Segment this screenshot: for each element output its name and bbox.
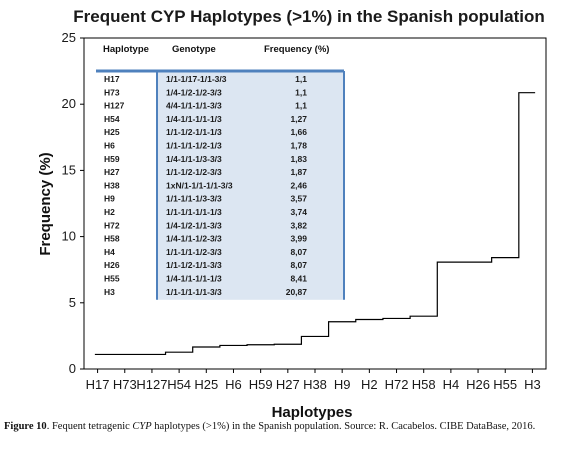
table-cell-haplotype: H2	[104, 207, 115, 217]
table-cell-genotype: 1/4-1/1-1/2-3/3	[166, 234, 222, 244]
x-tick-label: H3	[524, 377, 541, 392]
table-cell-haplotype: H58	[104, 234, 120, 244]
x-tick-label: H6	[225, 377, 242, 392]
table-cell-frequency: 3,57	[290, 194, 307, 204]
y-axis-title: Frequency (%)	[37, 152, 54, 255]
caption-text-after: haplotypes (>1%) in the Spanish populati…	[151, 421, 536, 432]
inset-table: Haplotype Genotype Frequency (%) H17 1/1-1/1…	[96, 44, 345, 300]
y-tick-label: 25	[62, 30, 76, 45]
table-cell-haplotype: H59	[104, 154, 120, 164]
figure-caption: Figure 10. Fequent tetragenic CYP haplot…	[4, 421, 562, 433]
table-cell-frequency: 3,99	[290, 234, 307, 244]
table-cell-haplotype: H25	[104, 127, 120, 137]
table-cell-haplotype: H17	[104, 74, 120, 84]
table-cell-frequency: 1,83	[290, 154, 307, 164]
table-cell-haplotype: H54	[104, 114, 120, 124]
table-header-cell: Genotype	[172, 44, 216, 55]
table-cell-frequency: 1,87	[290, 167, 307, 177]
table-cell-frequency: 1,66	[290, 127, 307, 137]
y-tick-label: 20	[62, 96, 76, 111]
x-axis: H17 H73 H127 H54 H25 H6 H59 H27 H38 H9 H2 H72 H58 H4 H…	[86, 369, 541, 392]
table-cell-haplotype: H73	[104, 87, 120, 97]
table-cell-genotype: 1/1-1/1-1/1-1/3	[166, 207, 222, 217]
x-tick-label: H9	[334, 377, 351, 392]
table-cell-frequency: 1,27	[290, 114, 307, 124]
table-cell-genotype: 1/4-1/1-1/1-1/3	[166, 274, 222, 284]
table-cell-haplotype: H4	[104, 247, 115, 257]
x-tick-label: H38	[303, 377, 327, 392]
table-cell-genotype: 1/1-1/2-1/1-3/3	[166, 260, 222, 270]
x-tick-label: H26	[466, 377, 490, 392]
table-cell-frequency: 20,87	[286, 287, 308, 297]
table-cell-genotype: 1/1-1/2-1/1-1/3	[166, 127, 222, 137]
table-cell-haplotype: H9	[104, 194, 115, 204]
table-cell-haplotype: H6	[104, 141, 115, 151]
series-line	[94, 92, 536, 356]
x-tick-label: H2	[361, 377, 378, 392]
table-cell-genotype: 4/4-1/1-1/1-3/3	[166, 101, 222, 111]
table-header-cell: Haplotype	[103, 44, 149, 55]
table-cell-genotype: 1/1-1/1-1/3-3/3	[166, 194, 222, 204]
table-cell-frequency: 8,07	[290, 247, 307, 257]
table-cell-genotype: 1/1-1/1-1/1-3/3	[166, 287, 222, 297]
table-cell-frequency: 1,1	[295, 74, 307, 84]
chart-title: Frequent CYP Haplotypes (>1%) in the Spa…	[73, 7, 544, 26]
table-cell-genotype: 1/1-1/2-1/2-3/3	[166, 167, 222, 177]
table-cell-haplotype: H26	[104, 260, 120, 270]
table-cell-genotype: 1xN/1-1/1-1/1-3/3	[166, 180, 233, 190]
table-header-cell: Frequency (%)	[264, 44, 329, 55]
table-cell-haplotype: H38	[104, 180, 120, 190]
x-tick-label: H54	[167, 377, 191, 392]
caption-text-before: . Fequent tetragenic	[46, 421, 133, 432]
y-tick-label: 10	[62, 229, 76, 244]
x-tick-label: H127	[136, 377, 167, 392]
table-cell-haplotype: H3	[104, 287, 115, 297]
x-axis-title: Haplotypes	[272, 404, 353, 421]
x-tick-label: H25	[194, 377, 218, 392]
table-cell-haplotype: H55	[104, 274, 120, 284]
x-tick-label: H27	[276, 377, 300, 392]
table-cell-haplotype: H127	[104, 101, 125, 111]
table-cell-genotype: 1/1-1/1-1/2-1/3	[166, 141, 222, 151]
x-tick-label: H72	[385, 377, 409, 392]
y-tick-label: 5	[69, 295, 76, 310]
y-axis: 0 5 10 15 20 25	[62, 30, 84, 376]
table-cell-frequency: 1,78	[290, 141, 307, 151]
table-cell-haplotype: H72	[104, 220, 120, 230]
x-tick-label: H17	[86, 377, 110, 392]
table-cell-frequency: 8,07	[290, 260, 307, 270]
table-cell-genotype: 1/4-1/1-1/1-1/3	[166, 114, 222, 124]
table-cell-frequency: 1,1	[295, 87, 307, 97]
table-cell-frequency: 2,46	[290, 180, 307, 190]
table-cell-genotype: 1/4-1/2-1/1-3/3	[166, 220, 222, 230]
y-tick-label: 0	[69, 361, 76, 376]
table-cell-frequency: 3,74	[290, 207, 307, 217]
table-shading	[157, 71, 344, 300]
caption-label: Figure 10	[4, 421, 47, 432]
table-cell-genotype: 1/1-1/1-1/2-3/3	[166, 247, 222, 257]
x-tick-label: H73	[113, 377, 137, 392]
x-tick-label: H55	[493, 377, 517, 392]
table-cell-frequency: 3,82	[290, 220, 307, 230]
table-cell-frequency: 1,1	[295, 101, 307, 111]
x-tick-label: H59	[249, 377, 273, 392]
table-cell-genotype: 1/1-1/17-1/1-3/3	[166, 74, 227, 84]
table-cell-frequency: 8,41	[290, 274, 307, 284]
table-cell-haplotype: H27	[104, 167, 120, 177]
x-tick-label: H4	[443, 377, 460, 392]
y-tick-label: 15	[62, 162, 76, 177]
table-cell-genotype: 1/4-1/1-1/3-3/3	[166, 154, 222, 164]
caption-italic: CYP	[132, 421, 152, 432]
table-cell-genotype: 1/4-1/2-1/2-3/3	[166, 87, 222, 97]
x-tick-label: H58	[412, 377, 436, 392]
